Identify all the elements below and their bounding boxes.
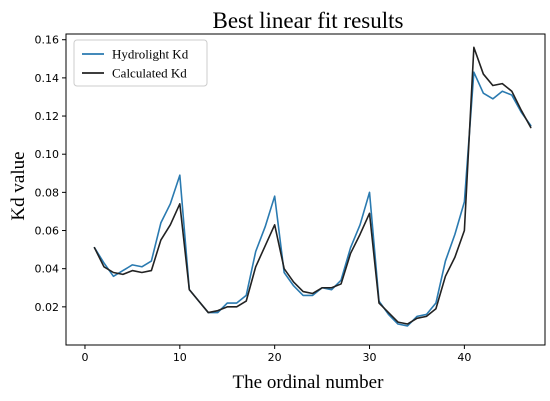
plot-frame [65,33,546,346]
x-axis-label: The ordinal number [233,372,385,393]
x-tick-label: 40 [457,351,471,364]
y-tick-label: 0.14 [35,72,60,85]
x-tick-label: 0 [81,351,88,364]
y-tick-label: 0.04 [35,263,60,276]
x-tick-label: 30 [363,351,377,364]
chart-title: Best linear fit results [213,8,404,33]
legend-box [73,39,208,87]
y-tick-label: 0.16 [35,34,60,47]
y-tick-label: 0.02 [35,301,60,314]
y-tick-label: 0.06 [35,225,60,238]
series-line-hydrolight-kd [93,71,532,327]
plot-area: 0 10 20 30 40 0.02 0.04 0.06 0.08 0.10 0.12 0.14 0.1… [35,33,546,364]
legend-label: Calculated Kd [112,66,187,81]
series-line-calculated-kd [93,46,532,325]
y-tick-label: 0.12 [35,110,60,123]
y-tick-label: 0.08 [35,186,60,199]
x-tick-label: 20 [268,351,282,364]
y-axis-label: Kd value [8,151,29,220]
legend-label: Hydrolight Kd [112,47,189,62]
x-tick-label: 10 [173,351,187,364]
legend: Hydrolight Kd Calculated Kd [73,39,208,87]
y-tick-label: 0.10 [35,148,60,161]
